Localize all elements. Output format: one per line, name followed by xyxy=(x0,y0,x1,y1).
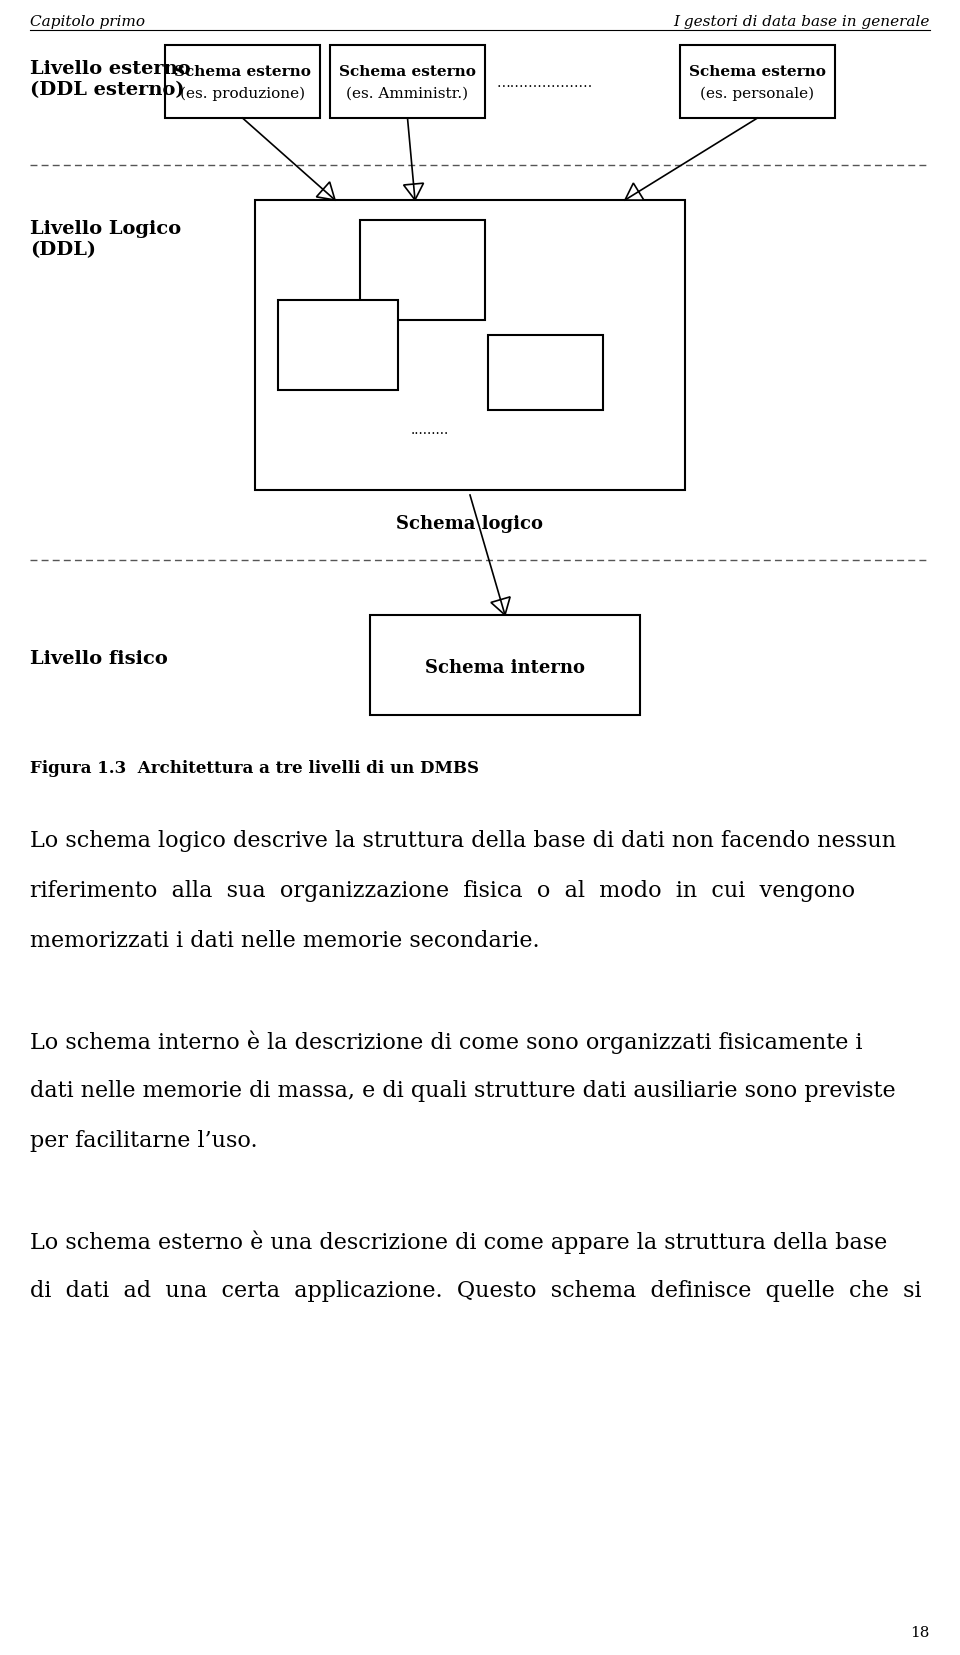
Bar xyxy=(278,300,398,391)
Bar xyxy=(255,200,685,490)
Bar xyxy=(165,45,320,118)
Text: (es. Amministr.): (es. Amministr.) xyxy=(347,88,468,101)
Bar xyxy=(680,45,835,118)
Text: (es. personale): (es. personale) xyxy=(701,88,815,101)
Text: memorizzati i dati nelle memorie secondarie.: memorizzati i dati nelle memorie seconda… xyxy=(30,930,540,952)
Text: Schema esterno: Schema esterno xyxy=(339,65,476,79)
Text: I gestori di data base in generale: I gestori di data base in generale xyxy=(674,15,930,30)
Text: Livello Logico
(DDL): Livello Logico (DDL) xyxy=(30,220,181,258)
Text: Schema interno: Schema interno xyxy=(425,659,585,677)
Bar xyxy=(370,616,640,715)
Bar xyxy=(360,220,485,319)
Text: Lo schema logico descrive la struttura della base di dati non facendo nessun: Lo schema logico descrive la struttura d… xyxy=(30,831,896,852)
Text: Livello fisico: Livello fisico xyxy=(30,650,168,669)
Text: …………………: ………………… xyxy=(497,76,593,89)
Polygon shape xyxy=(491,597,510,616)
Text: .........: ......... xyxy=(411,424,449,437)
Text: Lo schema esterno è una descrizione di come appare la struttura della base: Lo schema esterno è una descrizione di c… xyxy=(30,1230,887,1253)
Text: (es. produzione): (es. produzione) xyxy=(180,88,305,101)
Bar xyxy=(488,334,603,410)
Text: 18: 18 xyxy=(911,1625,930,1640)
Text: Capitolo primo: Capitolo primo xyxy=(30,15,145,30)
Text: per facilitarne l’uso.: per facilitarne l’uso. xyxy=(30,1130,257,1152)
Text: Schema logico: Schema logico xyxy=(396,515,543,533)
Polygon shape xyxy=(403,184,423,200)
Text: Lo schema interno è la descrizione di come sono organizzati fisicamente i: Lo schema interno è la descrizione di co… xyxy=(30,1029,862,1054)
Text: Schema esterno: Schema esterno xyxy=(689,65,826,79)
Text: dati nelle memorie di massa, e di quali strutture dati ausiliarie sono previste: dati nelle memorie di massa, e di quali … xyxy=(30,1081,896,1102)
Text: Schema esterno: Schema esterno xyxy=(174,65,311,79)
Polygon shape xyxy=(317,182,335,200)
Text: di  dati  ad  una  certa  applicazione.  Questo  schema  definisce  quelle  che : di dati ad una certa applicazione. Quest… xyxy=(30,1279,922,1302)
Text: Figura 1.3  Architettura a tre livelli di un DMBS: Figura 1.3 Architettura a tre livelli di… xyxy=(30,760,479,776)
Text: riferimento  alla  sua  organizzazione  fisica  o  al  modo  in  cui  vengono: riferimento alla sua organizzazione fisi… xyxy=(30,880,855,902)
Bar xyxy=(330,45,485,118)
Text: Livello esterno
(DDL esterno): Livello esterno (DDL esterno) xyxy=(30,60,191,99)
Polygon shape xyxy=(625,184,644,200)
